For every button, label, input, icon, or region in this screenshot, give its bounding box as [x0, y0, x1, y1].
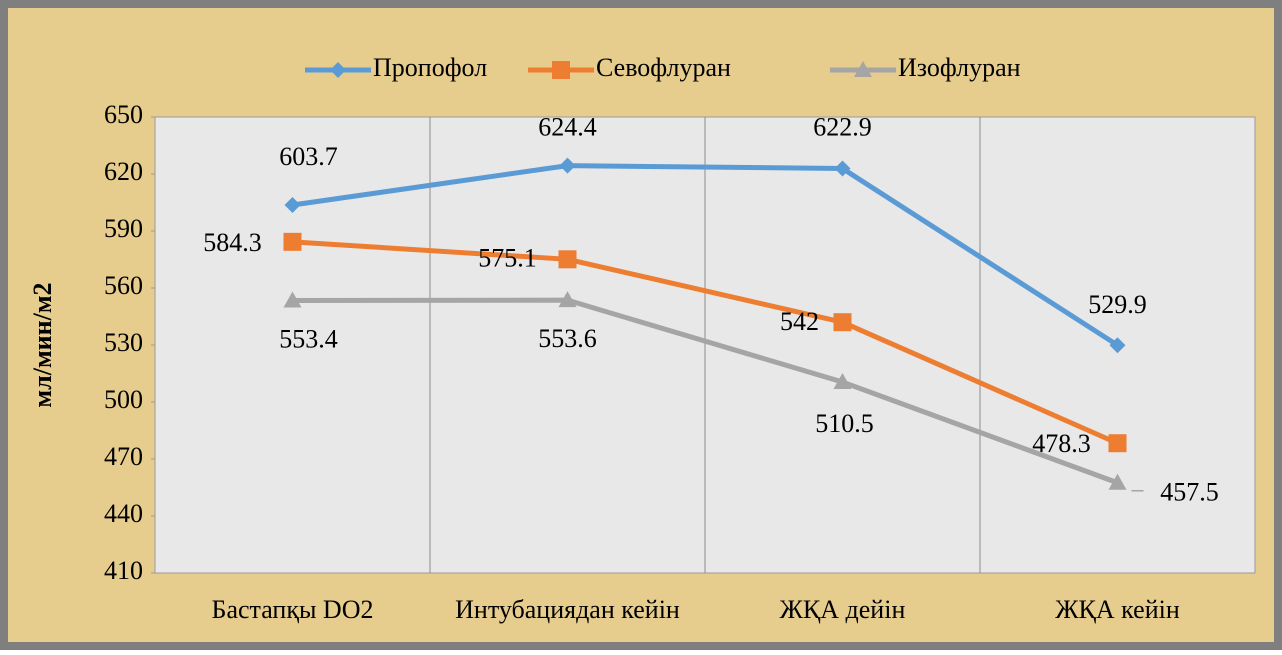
marker: [854, 61, 872, 77]
y-tick-label: 650: [104, 100, 143, 129]
marker: [1108, 473, 1127, 490]
data-label: 624.4: [538, 113, 597, 142]
series-line: [292, 239, 1119, 446]
marker: [559, 157, 576, 174]
series-line: [292, 297, 1119, 486]
data-label: 575.1: [478, 243, 537, 272]
x-tick-label: ЖҚА кейін: [1055, 595, 1180, 624]
y-tick-label: 440: [104, 499, 143, 528]
marker: [330, 62, 346, 78]
y-tick-label: 530: [104, 328, 143, 357]
y-tick-label: 500: [104, 385, 143, 414]
marker: [833, 313, 852, 332]
marker: [834, 160, 851, 177]
x-tick-label: ЖҚА дейін: [780, 595, 906, 624]
data-label: 584.3: [203, 228, 262, 257]
data-label: 542: [780, 307, 819, 336]
y-axis-label: мл/мин/м2: [28, 282, 57, 407]
marker: [1108, 434, 1127, 453]
marker: [833, 373, 852, 390]
marker: [558, 250, 577, 269]
marker: [1109, 337, 1126, 354]
data-label: 457.5: [1160, 478, 1219, 507]
y-tick-label: 410: [104, 556, 143, 585]
marker: [283, 291, 302, 308]
x-tick-label: Интубациядан кейін: [455, 595, 680, 624]
marker: [283, 232, 302, 251]
x-tick-label: Бастапқы DO2: [212, 595, 374, 624]
marker: [558, 291, 577, 308]
y-tick-label: 470: [104, 442, 143, 471]
marker: [552, 61, 570, 79]
legend-label: Изофлуран: [898, 53, 1021, 82]
series-line: [292, 163, 1119, 348]
y-tick-label: 590: [104, 214, 143, 243]
data-label: 553.6: [538, 324, 597, 353]
data-label: 510.5: [815, 409, 874, 438]
y-tick-label: 560: [104, 271, 143, 300]
marker: [284, 196, 301, 213]
data-label: 553.4: [279, 325, 338, 354]
data-label: 603.7: [279, 142, 338, 171]
y-tick-label: 620: [104, 157, 143, 186]
legend-label: Севофлуран: [596, 53, 731, 82]
data-label: 622.9: [813, 112, 872, 141]
legend-label: Пропофол: [373, 53, 487, 82]
data-label: 529.9: [1088, 290, 1147, 319]
